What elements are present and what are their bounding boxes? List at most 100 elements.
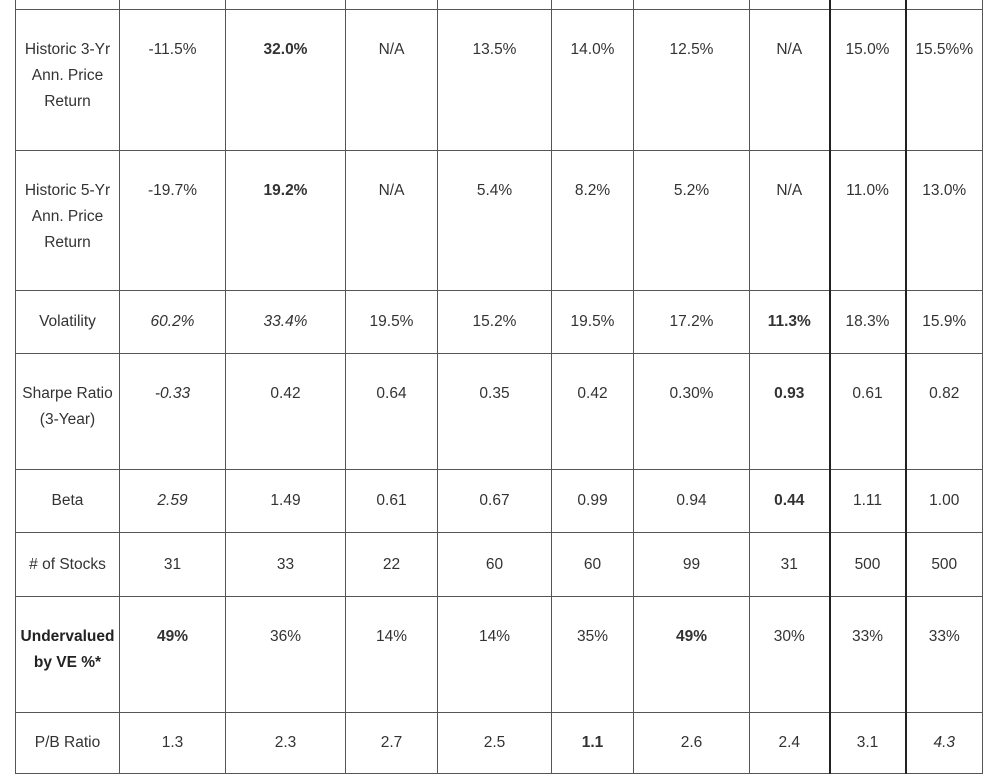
table-cell: 1.1 xyxy=(551,712,634,774)
comparison-table: Historic 3-Yr Ann. Price Return -11.5% 32.… xyxy=(15,0,983,774)
table-cell: 33% xyxy=(828,596,906,713)
table-cell xyxy=(119,0,226,10)
table-row-volatility: Volatility 60.2% 33.4% 19.5% 15.2% 19.5%… xyxy=(15,290,983,354)
table-row-pb-ratio: P/B Ratio 1.3 2.3 2.7 2.5 1.1 2.6 2.4 3.… xyxy=(15,712,983,774)
table-cell: 0.67 xyxy=(437,469,552,533)
table-cell: 1.00 xyxy=(904,469,983,533)
table-cell: 4.3 xyxy=(904,712,983,774)
table-cell: 1.11 xyxy=(828,469,906,533)
table-cell: 0.35 xyxy=(437,353,552,470)
table-cell: 49% xyxy=(633,596,750,713)
table-cell: 14% xyxy=(345,596,438,713)
table-row-sharpe-ratio: Sharpe Ratio (3-Year) -0.33 0.42 0.64 0.3… xyxy=(15,353,983,470)
table-cell: 13.0% xyxy=(904,150,983,291)
table-cell: 2.59 xyxy=(119,469,226,533)
table-cell: 0.44 xyxy=(749,469,830,533)
row-label: Historic 3-Yr Ann. Price Return xyxy=(15,9,120,151)
table-cell: 0.99 xyxy=(551,469,634,533)
table-cell: -0.33 xyxy=(119,353,226,470)
row-label: Volatility xyxy=(15,290,120,354)
table-cell: 0.82 xyxy=(904,353,983,470)
table-cell: 5.4% xyxy=(437,150,552,291)
table-cell: 11.3% xyxy=(749,290,830,354)
table-cell xyxy=(749,0,830,10)
table-cell: 99 xyxy=(633,532,750,597)
table-cell: 12.5% xyxy=(633,9,750,151)
table-cell: 33% xyxy=(904,596,983,713)
table-cell: 2.4 xyxy=(749,712,830,774)
table-cell: 3.1 xyxy=(828,712,906,774)
table-cell: 0.30% xyxy=(633,353,750,470)
table-cell: 17.2% xyxy=(633,290,750,354)
table-cell: 15.2% xyxy=(437,290,552,354)
table-cell: -19.7% xyxy=(119,150,226,291)
table-cell xyxy=(225,0,346,10)
table-cell xyxy=(904,0,983,10)
table-cell: 19.5% xyxy=(551,290,634,354)
table-row-3yr-return: Historic 3-Yr Ann. Price Return -11.5% 32.… xyxy=(15,9,983,151)
table-cell xyxy=(828,0,906,10)
row-label: Historic 5-Yr Ann. Price Return xyxy=(15,150,120,291)
table-cell: 0.42 xyxy=(551,353,634,470)
table-cell: 2.3 xyxy=(225,712,346,774)
table-cell: 33 xyxy=(225,532,346,597)
table-cell: 30% xyxy=(749,596,830,713)
table-cell: 14.0% xyxy=(551,9,634,151)
row-label: Sharpe Ratio (3-Year) xyxy=(15,353,120,470)
row-label: # of Stocks xyxy=(15,532,120,597)
table-cell: N/A xyxy=(749,9,830,151)
row-label: P/B Ratio xyxy=(15,712,120,774)
table-cell: 1.3 xyxy=(119,712,226,774)
table-cell: 500 xyxy=(904,532,983,597)
table-cell xyxy=(633,0,750,10)
row-label: Beta xyxy=(15,469,120,533)
table-cell: 15.9% xyxy=(904,290,983,354)
table-cell: 19.5% xyxy=(345,290,438,354)
table-cell: 2.6 xyxy=(633,712,750,774)
table-cell: 0.42 xyxy=(225,353,346,470)
table-cell: 19.2% xyxy=(225,150,346,291)
table-row-top-partial xyxy=(15,0,983,10)
table-cell: 0.93 xyxy=(749,353,830,470)
table-cell: 5.2% xyxy=(633,150,750,291)
table-cell: 60.2% xyxy=(119,290,226,354)
table-cell xyxy=(551,0,634,10)
table-cell: 49% xyxy=(119,596,226,713)
table-cell: 31 xyxy=(749,532,830,597)
table-cell: 2.5 xyxy=(437,712,552,774)
table-cell: 33.4% xyxy=(225,290,346,354)
table-cell: 1.49 xyxy=(225,469,346,533)
table-cell: 0.64 xyxy=(345,353,438,470)
table-cell: 35% xyxy=(551,596,634,713)
table-cell: 0.61 xyxy=(345,469,438,533)
table-cell: 0.94 xyxy=(633,469,750,533)
table-cell: 22 xyxy=(345,532,438,597)
table-cell: 0.61 xyxy=(828,353,906,470)
table-cell xyxy=(15,0,120,10)
table-cell: -11.5% xyxy=(119,9,226,151)
table-row-num-stocks: # of Stocks 31 33 22 60 60 99 31 500 500 xyxy=(15,532,983,597)
table-row-undervalued: Undervalued by VE %* 49% 36% 14% 14% 35% … xyxy=(15,596,983,713)
table-cell: 15.0% xyxy=(828,9,906,151)
row-label: Undervalued by VE %* xyxy=(15,596,120,713)
table-row-beta: Beta 2.59 1.49 0.61 0.67 0.99 0.94 0.44 … xyxy=(15,469,983,533)
table-cell: 60 xyxy=(437,532,552,597)
table-cell xyxy=(437,0,552,10)
table-cell: 31 xyxy=(119,532,226,597)
table-cell: N/A xyxy=(749,150,830,291)
table-cell: 18.3% xyxy=(828,290,906,354)
table-cell: N/A xyxy=(345,9,438,151)
table-cell: 32.0% xyxy=(225,9,346,151)
table-cell: 11.0% xyxy=(828,150,906,291)
table-cell: N/A xyxy=(345,150,438,291)
table-cell: 36% xyxy=(225,596,346,713)
table-cell: 500 xyxy=(828,532,906,597)
table-cell: 15.5%% xyxy=(904,9,983,151)
table-cell: 2.7 xyxy=(345,712,438,774)
table-cell: 14% xyxy=(437,596,552,713)
table-cell: 13.5% xyxy=(437,9,552,151)
table-cell: 8.2% xyxy=(551,150,634,291)
table-row-5yr-return: Historic 5-Yr Ann. Price Return -19.7% 19.… xyxy=(15,150,983,291)
table-cell: 60 xyxy=(551,532,634,597)
table-cell xyxy=(345,0,438,10)
